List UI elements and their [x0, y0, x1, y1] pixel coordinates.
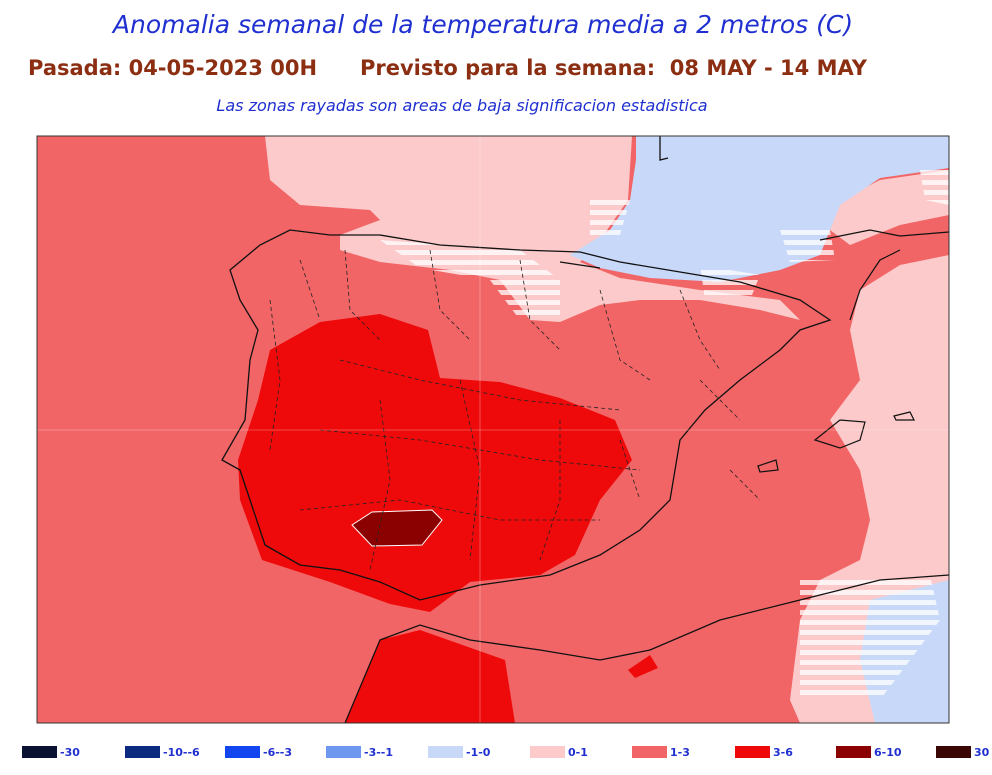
map-field: [37, 136, 949, 723]
legend-swatch: [125, 746, 160, 758]
legend-label: 3-6: [773, 746, 793, 759]
legend-swatch: [836, 746, 871, 758]
forecast-week: Previsto para la semana: 08 MAY - 14 MAY: [360, 56, 867, 80]
legend: -30 -10--6 -6--3 -3--1 -1-0 0-1 1-3 3-6 6-10 30: [22, 746, 990, 759]
map-frame: [36, 135, 950, 724]
legend-label: -10--6: [163, 746, 200, 759]
legend-swatch: [428, 746, 463, 758]
legend-label: 6-10: [874, 746, 902, 759]
legend-label: 0-1: [568, 746, 588, 759]
legend-swatch: [225, 746, 260, 758]
legend-swatch: [735, 746, 770, 758]
legend-swatch: [326, 746, 361, 758]
legend-label: 1-3: [670, 746, 690, 759]
legend-label: -1-0: [466, 746, 491, 759]
legend-swatch: [22, 746, 57, 758]
legend-swatch: [632, 746, 667, 758]
legend-swatch: [530, 746, 565, 758]
legend-label: 30: [974, 746, 990, 759]
hatch-note: Las zonas rayadas son areas de baja sign…: [216, 96, 708, 115]
map-title: Anomalia semanal de la temperatura media…: [112, 10, 854, 39]
legend-label: -30: [60, 746, 80, 759]
legend-label: -3--1: [364, 746, 393, 759]
run-date: Pasada: 04-05-2023 00H: [28, 56, 318, 80]
legend-label: -6--3: [263, 746, 292, 759]
legend-swatch: [936, 746, 971, 758]
